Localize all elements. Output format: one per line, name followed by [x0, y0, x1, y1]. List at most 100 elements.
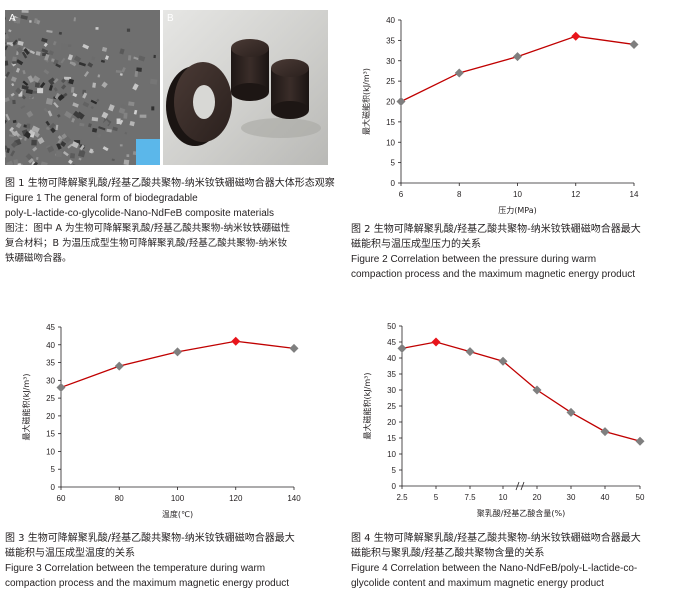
- granule: [60, 43, 69, 51]
- granule: [9, 126, 15, 132]
- granule: [70, 86, 75, 93]
- chart4-x-tick-label: 7.5: [464, 493, 476, 502]
- granule: [112, 126, 118, 132]
- granule: [116, 118, 121, 124]
- magnet-ring: [166, 62, 232, 146]
- granule: [49, 122, 56, 130]
- chart3-data-point: [114, 361, 124, 371]
- granule: [45, 120, 51, 126]
- granule: [127, 55, 132, 61]
- granule: [121, 104, 127, 109]
- figure3-caption-zh-1: 图 3 生物可降解聚乳酸/羟基乙酸共聚物-纳米钕铁硼磁吻合器最大: [5, 533, 295, 544]
- granule: [5, 118, 7, 125]
- granule: [151, 106, 155, 111]
- granule: [82, 101, 90, 108]
- granule: [98, 126, 106, 131]
- granule: [13, 159, 19, 165]
- granule: [5, 33, 10, 40]
- granule: [30, 161, 36, 165]
- granule: [11, 60, 18, 65]
- granule: [46, 126, 50, 131]
- granule: [64, 76, 72, 80]
- chart4-y-tick-label: 30: [387, 386, 396, 395]
- granule: [18, 135, 24, 139]
- chart2-data-point: [513, 52, 522, 62]
- granule: [78, 150, 86, 158]
- granule: [119, 48, 125, 55]
- granule: [55, 150, 63, 158]
- granule: [96, 133, 102, 139]
- chart2-y-tick-label: 40: [386, 16, 395, 25]
- granule: [58, 31, 63, 35]
- granule: [149, 78, 158, 85]
- granule: [71, 117, 76, 123]
- figure1-note-1: 图注：图中 A 为生物可降解聚乳酸/羟基乙酸共聚物-纳米钕铁硼磁性: [5, 223, 291, 234]
- figure1-note-2: 复合材料；B 为温压成型生物可降解聚乳酸/羟基乙酸共聚物-纳米钕: [5, 238, 288, 249]
- chart2-y-tick-label: 0: [391, 179, 396, 188]
- chart3-y-tick-label: 20: [46, 412, 55, 421]
- chart3-y-tick-label: 40: [46, 341, 55, 350]
- figure2-caption-en-2: compaction process and the maximum magne…: [351, 269, 636, 280]
- granule: [67, 159, 73, 165]
- figure2-caption-zh-1: 图 2 生物可降解聚乳酸/羟基乙酸共聚物-纳米钕铁硼磁吻合器最大: [351, 224, 641, 235]
- figure2-caption: 图 2 生物可降解聚乳酸/羟基乙酸共聚物-纳米钕铁硼磁吻合器最大 磁能积与温压成…: [351, 222, 676, 282]
- chart4-data-point: [397, 343, 407, 353]
- chart2-y-tick-label: 25: [386, 77, 395, 86]
- granule: [37, 136, 45, 145]
- granule: [50, 127, 56, 134]
- chart4-data-point: [465, 347, 475, 357]
- granule: [6, 147, 11, 153]
- granule: [129, 120, 135, 127]
- granule: [102, 119, 110, 128]
- granule: [61, 133, 67, 140]
- chart3-y-tick-label: 5: [51, 465, 56, 474]
- figure3-caption: 图 3 生物可降解聚乳酸/羟基乙酸共聚物-纳米钕铁硼磁吻合器最大 磁能积与温压成…: [5, 531, 340, 591]
- granule: [72, 92, 78, 98]
- chart2-y-tick-label: 15: [386, 118, 395, 127]
- figure4-caption: 图 4 生物可降解聚乳酸/羟基乙酸共聚物-纳米钕铁硼磁吻合器最大 磁能积与聚乳酸…: [351, 531, 676, 591]
- granule: [133, 109, 138, 115]
- chart4-x-axis-label: 聚乳酸/羟基乙酸含量(%): [477, 508, 566, 518]
- shadow: [241, 118, 321, 138]
- granule: [46, 29, 53, 33]
- granule: [95, 98, 100, 103]
- granule: [33, 18, 38, 24]
- chart3-x-axis-label: 温度(℃): [162, 509, 193, 519]
- granule: [73, 55, 82, 63]
- granule: [5, 45, 8, 51]
- granule: [51, 58, 55, 62]
- granule: [56, 113, 61, 118]
- granule: [44, 53, 50, 61]
- chart2-highlight-point: [571, 31, 581, 41]
- granule: [92, 82, 97, 88]
- chart4-y-tick-label: 5: [392, 466, 397, 475]
- granule: [63, 135, 72, 144]
- granule: [119, 144, 123, 147]
- chart3-y-axis-label: 最大磁能积(kJ/m³): [21, 374, 31, 441]
- chart4-data-point: [532, 385, 542, 395]
- granule: [8, 94, 15, 100]
- panel-label-a: A: [9, 13, 16, 24]
- chart4-y-tick-label: 15: [387, 434, 396, 443]
- granule: [43, 107, 49, 113]
- chart3-data-point: [56, 382, 66, 392]
- magnets-illustration: [166, 39, 321, 146]
- chart3-x-tick-label: 100: [171, 494, 185, 503]
- figure1-note-3: 铁硼磁吻合器。: [5, 253, 72, 264]
- granule: [67, 143, 73, 149]
- granule: [21, 51, 28, 59]
- granule: [17, 163, 22, 165]
- granule: [102, 146, 109, 152]
- chart4-data-point: [566, 407, 576, 417]
- granule: [26, 123, 31, 129]
- granule: [5, 71, 11, 78]
- granule: [47, 110, 53, 117]
- granule: [104, 55, 109, 60]
- granule: [53, 77, 59, 84]
- granule: [48, 50, 54, 56]
- granule: [95, 27, 99, 30]
- granule: [53, 101, 59, 108]
- chart2-y-tick-label: 35: [386, 36, 395, 45]
- chart3-data-point: [173, 347, 182, 357]
- chart3-y-tick-label: 15: [46, 430, 55, 439]
